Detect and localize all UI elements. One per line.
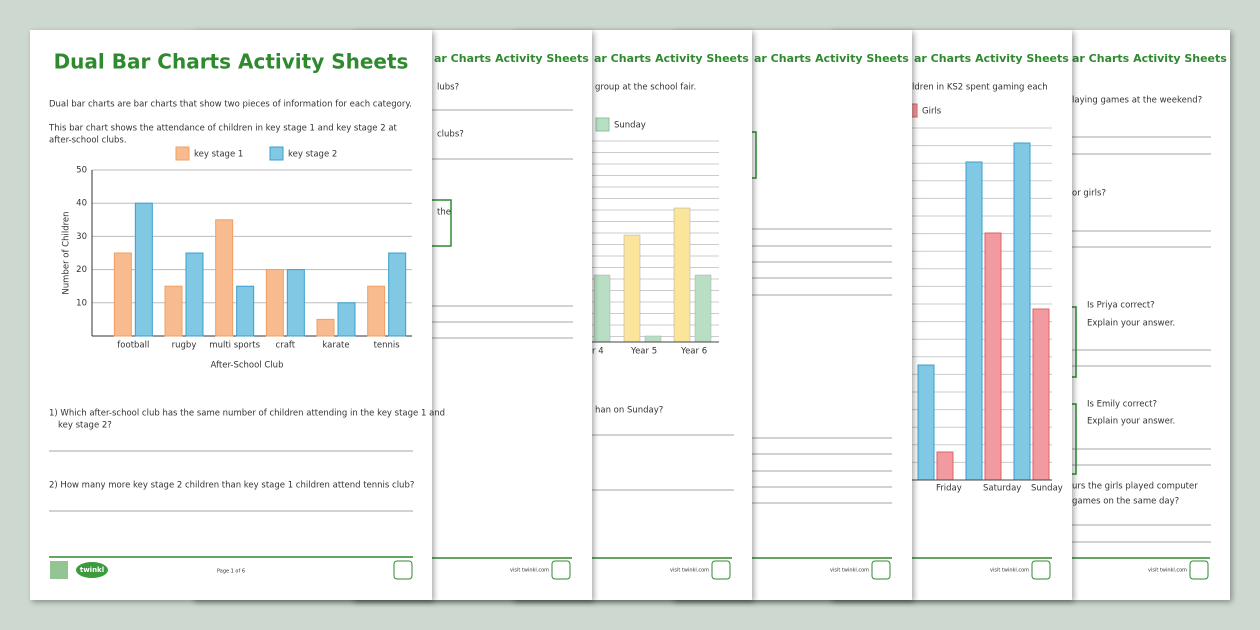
bar-shape — [623, 234, 641, 343]
bar-shape — [984, 232, 1002, 481]
sheet-text: Girls — [922, 107, 942, 117]
legend-label: key stage 1 — [194, 150, 243, 160]
sheet-text: Friday — [936, 484, 962, 494]
sheet-text: urs the girls played computer — [1072, 482, 1198, 492]
question: key stage 2? — [58, 421, 112, 431]
question: 2) How many more key stage 2 children th… — [49, 481, 414, 491]
sheet-text: Is Emily correct? — [1087, 400, 1157, 410]
legend-swatch — [269, 146, 284, 161]
legend-swatch — [175, 146, 190, 161]
sheet-text: r 4 — [592, 347, 604, 357]
page-number: Page 1 of 6 — [217, 569, 245, 575]
sheet-text: Explain your answer. — [1087, 319, 1175, 329]
footer-link: visit twinkl.com — [670, 568, 709, 574]
logo — [1031, 560, 1051, 580]
y-tick-label: 40 — [76, 199, 87, 209]
logo — [1189, 560, 1209, 580]
bar — [388, 252, 407, 337]
sheet-text: or girls? — [1072, 189, 1106, 199]
footer-link: visit twinkl.com — [990, 568, 1029, 574]
x-tick-label: tennis — [374, 341, 401, 351]
bar-shape — [644, 335, 662, 343]
y-axis-label: Number of Children — [62, 211, 72, 294]
y-tick-label: 30 — [76, 232, 87, 242]
y-tick-label: 50 — [76, 166, 87, 176]
sheet-title: ar Charts Activity Sheets — [754, 52, 909, 65]
y-tick-label: 20 — [76, 265, 87, 275]
bar-shape — [593, 274, 611, 343]
x-tick-label: football — [117, 341, 149, 351]
chart-intro: after-school clubs. — [49, 136, 127, 146]
x-tick-label: karate — [322, 341, 349, 351]
sheet-text: laying games at the weekend? — [1072, 96, 1202, 106]
sheet-title: ar Charts Activity Sheets — [1072, 52, 1227, 65]
sheet-text: lubs? — [437, 83, 459, 93]
x-axis-label: After-School Club — [211, 361, 284, 371]
bar-shape — [936, 451, 954, 481]
sheet-title: ar Charts Activity Sheets — [434, 52, 589, 65]
sheet-text: Saturday — [983, 484, 1021, 494]
bar-shape — [1013, 142, 1031, 481]
logo — [551, 560, 571, 580]
sheet-text: Year 6 — [680, 347, 707, 357]
logo — [711, 560, 731, 580]
x-tick-label: multi sports — [209, 341, 260, 351]
bar — [185, 252, 204, 337]
footer-link: visit twinkl.com — [830, 568, 869, 574]
sheet-text: Year 5 — [630, 347, 657, 357]
brand-badge — [76, 562, 108, 578]
legend-label: key stage 2 — [288, 150, 337, 160]
bar — [164, 285, 183, 337]
sheet-text: ldren in KS2 spent gaming each — [912, 83, 1048, 93]
x-tick-label: craft — [276, 341, 296, 351]
logo — [871, 560, 891, 580]
sheet-text: games on the same day? — [1072, 497, 1179, 507]
sheet-text: Sunday — [614, 121, 646, 131]
sheet-text: han on Sunday? — [595, 406, 663, 416]
sheet-text: group at the school fair. — [595, 83, 696, 93]
bar — [113, 252, 132, 337]
bar-shape — [1032, 308, 1050, 481]
bar-shape — [673, 207, 691, 343]
legend-swatch — [595, 117, 610, 132]
sheet-text: clubs? — [437, 130, 464, 140]
question: 1) Which after-school club has the same … — [49, 409, 445, 419]
sheet-title: ar Charts Activity Sheets — [914, 52, 1069, 65]
brand: twinkl — [80, 566, 104, 574]
footer-link: visit twinkl.com — [1148, 568, 1187, 574]
bar — [367, 285, 386, 337]
bar — [286, 269, 305, 337]
bar — [215, 219, 234, 337]
sheet-text: the — [437, 208, 451, 218]
logo — [393, 560, 413, 580]
bar — [236, 285, 255, 337]
sheet-text: Sunday — [1031, 484, 1063, 494]
bar-shape — [694, 274, 712, 343]
bar — [316, 318, 335, 337]
bar-shape — [917, 364, 935, 481]
qr-code — [50, 561, 68, 579]
bar — [337, 302, 356, 337]
sheet-text: Explain your answer. — [1087, 417, 1175, 427]
x-tick-label: rugby — [172, 341, 197, 351]
intro: Dual bar charts are bar charts that show… — [49, 100, 412, 110]
sheet-text: Is Priya correct? — [1087, 301, 1155, 311]
bar-shape — [965, 161, 983, 481]
footer-link: visit twinkl.com — [510, 568, 549, 574]
chart-intro: This bar chart shows the attendance of c… — [48, 124, 398, 134]
bar — [134, 202, 153, 337]
y-tick-label: 10 — [76, 298, 87, 308]
sheet-title: ar Charts Activity Sheets — [594, 52, 749, 65]
sheet-title: Dual Bar Charts Activity Sheets — [54, 50, 409, 74]
bar — [265, 269, 284, 337]
